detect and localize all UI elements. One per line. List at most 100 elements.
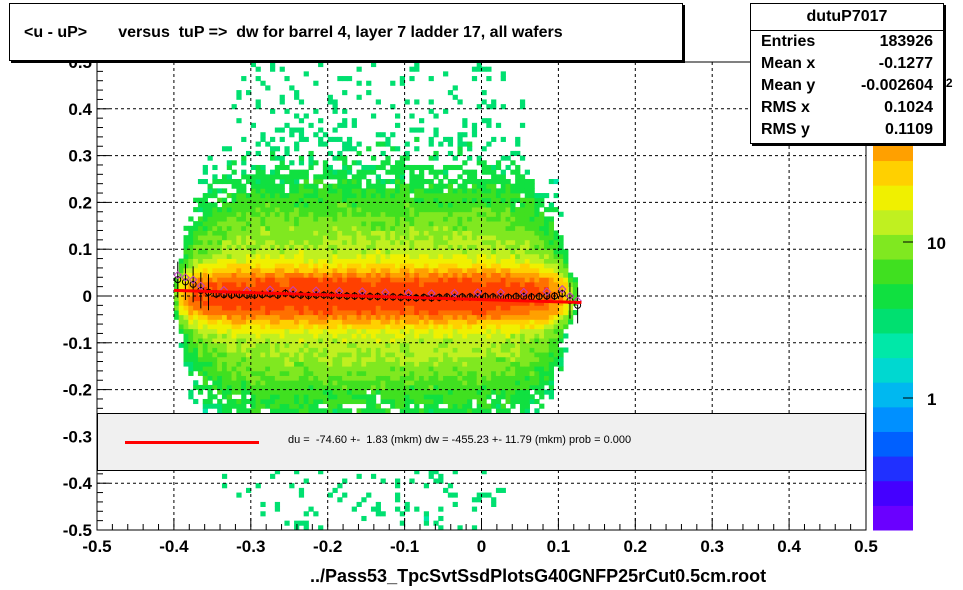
heatmap-cell [303,174,309,180]
heatmap-cell [356,380,362,386]
heatmap-cell [231,179,237,185]
heatmap-cell [380,375,386,381]
heatmap-cell [279,244,285,250]
heatmap-cell [183,305,189,311]
heatmap-cell [375,141,381,147]
heatmap-cell [438,225,444,231]
heatmap-cell [313,370,319,376]
heatmap-cell [447,183,454,189]
profile-point [558,290,566,298]
heatmap-cell [380,394,386,400]
heatmap-cell [346,347,353,353]
heatmap-cell [221,380,228,386]
heatmap-cell [221,146,228,152]
heatmap-cell [217,249,223,255]
heatmap-cell [279,160,285,166]
fit-legend: du = -74.60 +- 1.83 (mkm) dw = -455.23 +… [97,413,866,471]
heatmap-cell [452,398,458,405]
heatmap-cell [471,356,478,362]
heatmap-cell [231,324,237,330]
heatmap-cell [500,384,506,390]
heatmap-cell [390,267,396,273]
heatmap-cell [231,398,237,405]
heatmap-cell [385,356,391,362]
heatmap-cell [212,263,218,269]
palette-swatch [873,382,913,408]
heatmap-cell [390,272,396,278]
heatmap-cell [548,216,554,222]
heatmap-cell [212,296,218,302]
heatmap-cell [380,478,386,484]
heatmap-cell [467,347,473,353]
heatmap-cell [327,258,333,264]
heatmap-cell [476,188,482,194]
heatmap-cell [188,389,194,395]
heatmap-cell [361,202,367,208]
heatmap-cell [294,333,300,339]
heatmap-cell [515,361,521,367]
heatmap-cell [390,258,396,264]
heatmap-cell [510,277,516,283]
heatmap-cell [519,179,526,185]
heatmap-cell [207,216,213,222]
heatmap-cell [500,314,506,320]
heatmap-cell [202,164,208,171]
heatmap-cell [366,146,372,152]
heatmap-cell [563,314,569,320]
heatmap-cell [202,169,208,175]
heatmap-cell [346,272,353,278]
heatmap-cell [241,244,247,250]
heatmap-cell [207,155,213,161]
heatmap-cell [236,272,242,278]
heatmap-cell [313,398,319,405]
heatmap-cell [294,300,300,306]
heatmap-cell [438,515,444,522]
heatmap-cell [457,408,463,414]
heatmap-cell [524,258,530,264]
heatmap-cell [322,305,329,311]
heatmap-cell [390,314,396,320]
heatmap-cell [414,174,420,180]
heatmap-cell [366,370,372,376]
heatmap-cell [443,347,449,353]
x-tick-label: -0.1 [390,537,419,556]
heatmap-cell [419,221,425,227]
heatmap-cell [515,384,521,390]
heatmap-cell [327,314,333,320]
heatmap-cell [438,347,444,353]
heatmap-cell [423,314,430,320]
heatmap-cell [457,380,463,386]
heatmap-cell [510,150,516,156]
stats-row-mean-y: Mean y -0.002604 [751,75,943,97]
heatmap-cell [298,160,305,166]
heatmap-cell [481,272,487,278]
heatmap-cell [404,99,410,105]
heatmap-cell [207,347,213,353]
heatmap-cell [519,235,526,241]
heatmap-cell [279,296,285,302]
heatmap-cell [423,515,430,522]
heatmap-cell [289,286,295,292]
heatmap-cell [318,127,324,133]
heatmap-cell [394,356,401,362]
heatmap-cell [231,310,237,316]
heatmap-cell [260,197,266,203]
heatmap-cell [500,380,506,386]
heatmap-cell [294,281,300,288]
heatmap-cell [231,202,237,208]
heatmap-cell [346,207,353,213]
heatmap-cell [322,244,329,250]
heatmap-cell [467,352,473,358]
heatmap-cell [241,361,247,367]
heatmap-cell [481,164,487,171]
heatmap-cell [476,492,482,498]
heatmap-cell [361,352,367,358]
heatmap-cell [486,239,492,245]
heatmap-cell [270,235,276,241]
heatmap-cell [313,132,319,138]
heatmap-cell [294,394,300,400]
heatmap-cell [221,249,228,255]
heatmap-cell [471,267,478,273]
heatmap-cell [409,310,415,316]
heatmap-cell [212,305,218,311]
